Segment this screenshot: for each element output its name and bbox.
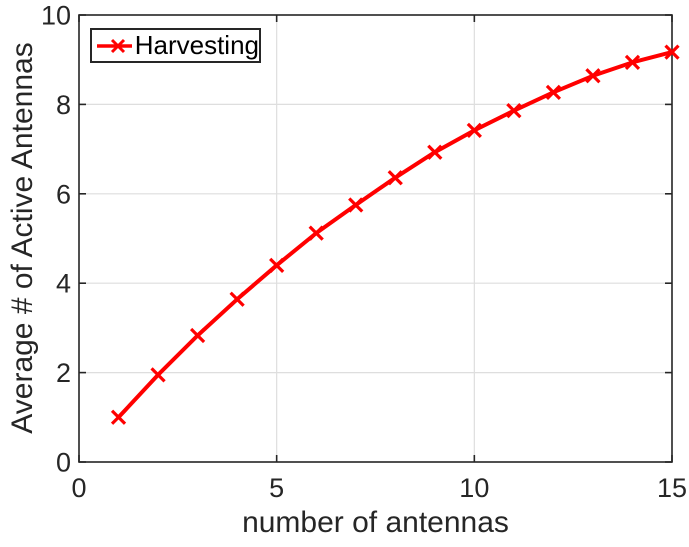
data-point-marker [506,103,522,119]
data-point-marker [110,409,127,425]
data-point-marker [466,122,482,138]
y-tick-label: 6 [56,179,71,209]
data-point-marker [545,84,562,100]
data-point-marker [348,197,364,213]
data-point-marker [150,367,166,383]
x-tick-label: 5 [269,473,284,503]
axes-box [78,14,673,463]
x-tick-label: 0 [71,473,86,503]
data-point-marker [189,327,206,344]
data-point-marker [269,257,285,273]
data-point-marker [427,144,443,160]
y-axis-title: Average # of Active Antennas [6,42,39,434]
y-tick-label: 4 [56,269,71,299]
legend: Harvesting [90,28,261,63]
x-axis-title: number of antennas [242,506,509,539]
data-point-marker [308,225,324,241]
data-point-marker [229,291,245,307]
series-line-harvesting [116,50,674,420]
y-tick-label: 0 [56,448,71,478]
x-tick-label: 10 [459,473,489,503]
y-tick-label: 2 [56,358,71,388]
y-tick-label: 8 [56,90,71,120]
legend-sample-marker [110,38,126,53]
data-point-marker [585,68,601,84]
legend-label: Harvesting [134,30,259,60]
data-point-marker [664,44,680,60]
data-point-marker [387,170,403,186]
x-tick-label: 15 [657,473,687,503]
data-point-marker [624,54,641,71]
y-tick-label: 10 [41,1,71,31]
legend-line-sample [97,38,132,53]
